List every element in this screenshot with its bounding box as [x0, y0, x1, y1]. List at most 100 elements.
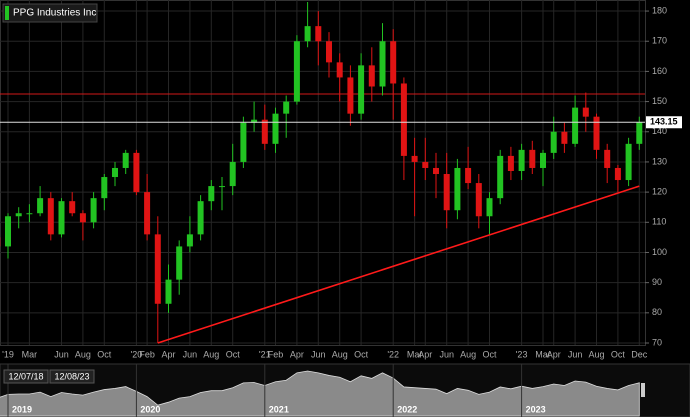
candle-body [197, 201, 204, 235]
candle-body [261, 119, 268, 144]
candle-body [101, 177, 108, 199]
candle-body [486, 198, 493, 217]
candle-body [251, 119, 258, 123]
trend-line [157, 185, 640, 344]
candle-body [5, 216, 11, 247]
candle-body [336, 62, 343, 78]
y-tick-label: 150 [652, 96, 667, 106]
x-tick-label: Oct [354, 349, 369, 359]
x-tick-label: Oct [482, 349, 497, 359]
candle-body [304, 26, 311, 42]
candle-body [26, 213, 33, 215]
navigator-label: 2022 [397, 404, 417, 414]
candle-body [133, 152, 140, 193]
candle-body [176, 246, 183, 280]
y-tick-label: 110 [652, 217, 666, 227]
candle-body [604, 149, 611, 168]
x-tick-label: Aug [75, 349, 91, 359]
x-tick-label: '21 [259, 349, 271, 359]
x-tick-label: Aug [332, 349, 348, 359]
candle-body [283, 101, 290, 114]
y-tick-label: 120 [652, 186, 667, 196]
candle-body [561, 131, 568, 144]
y-tick-label: 180 [652, 5, 667, 15]
navigator-label: 2023 [526, 404, 546, 414]
x-tick-label: Oct [97, 349, 112, 359]
candle-body [358, 65, 365, 114]
candle-body [572, 107, 579, 144]
candle-body [293, 41, 300, 102]
y-tick-label: 80 [652, 307, 662, 317]
y-tick-label: 90 [652, 277, 662, 287]
last-price-box [646, 116, 682, 129]
navigator-label: 2020 [140, 404, 160, 414]
x-tick-label: Apr [161, 349, 175, 359]
x-tick-label: '20 [131, 349, 143, 359]
candle-body [379, 41, 386, 87]
x-tick-label: Oct [611, 349, 626, 359]
candle-body [315, 26, 322, 42]
candle-body [112, 167, 118, 178]
y-tick-label: 160 [652, 66, 667, 76]
plot-frame [0, 0, 646, 346]
range-start-box[interactable] [3, 369, 49, 384]
candle-body [582, 107, 589, 117]
candle-body [507, 155, 514, 171]
candle-body [208, 186, 215, 202]
candle-body [368, 65, 375, 87]
navigator-handle[interactable] [641, 383, 645, 397]
y-tick-label: 130 [652, 156, 667, 166]
candle-body [58, 201, 65, 235]
x-tick-label: Aug [460, 349, 476, 359]
candle-body [433, 167, 439, 175]
y-tick-label: 100 [652, 247, 667, 257]
candle-body [240, 122, 247, 162]
candle-body [465, 167, 472, 184]
x-tick-label: Jun [439, 349, 454, 359]
y-tick-label: 140 [652, 126, 667, 136]
candle-body [550, 131, 557, 153]
candle-body [475, 183, 482, 217]
candle-body [229, 161, 236, 187]
last-price: 143.15 [650, 117, 678, 127]
x-tick-label: Dec [631, 349, 648, 359]
x-tick-label: Feb [268, 349, 284, 359]
candle-body [90, 198, 97, 223]
candle-body [497, 155, 504, 199]
x-tick-label: Aug [203, 349, 219, 359]
range-end[interactable]: 12/08/23 [54, 371, 89, 381]
candle-body [390, 41, 397, 84]
x-tick-label: Oct [226, 349, 241, 359]
candle-body [122, 152, 129, 168]
candle-body [186, 234, 193, 247]
candle-body [540, 152, 546, 168]
candle-body [326, 41, 332, 63]
x-tick-label: '22 [387, 349, 399, 359]
candle-body [454, 167, 461, 211]
candle-body [625, 143, 632, 181]
x-tick-label: Jun [54, 349, 69, 359]
x-tick-label: Mar [535, 349, 551, 359]
candle-body [15, 213, 22, 217]
candle-body [529, 149, 536, 168]
candle-body [422, 161, 429, 168]
x-tick-label: '23 [516, 349, 528, 359]
candle-body [443, 174, 450, 211]
candle-body [636, 122, 643, 144]
x-tick-label: Mar [22, 349, 38, 359]
candle-body [165, 279, 172, 304]
candle-body [400, 83, 407, 156]
x-tick-label: Jun [311, 349, 326, 359]
candle-body [79, 213, 86, 223]
range-end-box[interactable] [49, 369, 95, 384]
x-tick-label: Apr [547, 349, 561, 359]
title-marker [5, 6, 9, 20]
navigator-area [0, 370, 640, 417]
range-start[interactable]: 12/07/18 [8, 371, 43, 381]
x-tick-label: Apr [418, 349, 432, 359]
candle-body [37, 198, 44, 214]
x-tick-label: Mar [407, 349, 423, 359]
candle-body [593, 116, 600, 150]
candle-body [144, 192, 151, 235]
